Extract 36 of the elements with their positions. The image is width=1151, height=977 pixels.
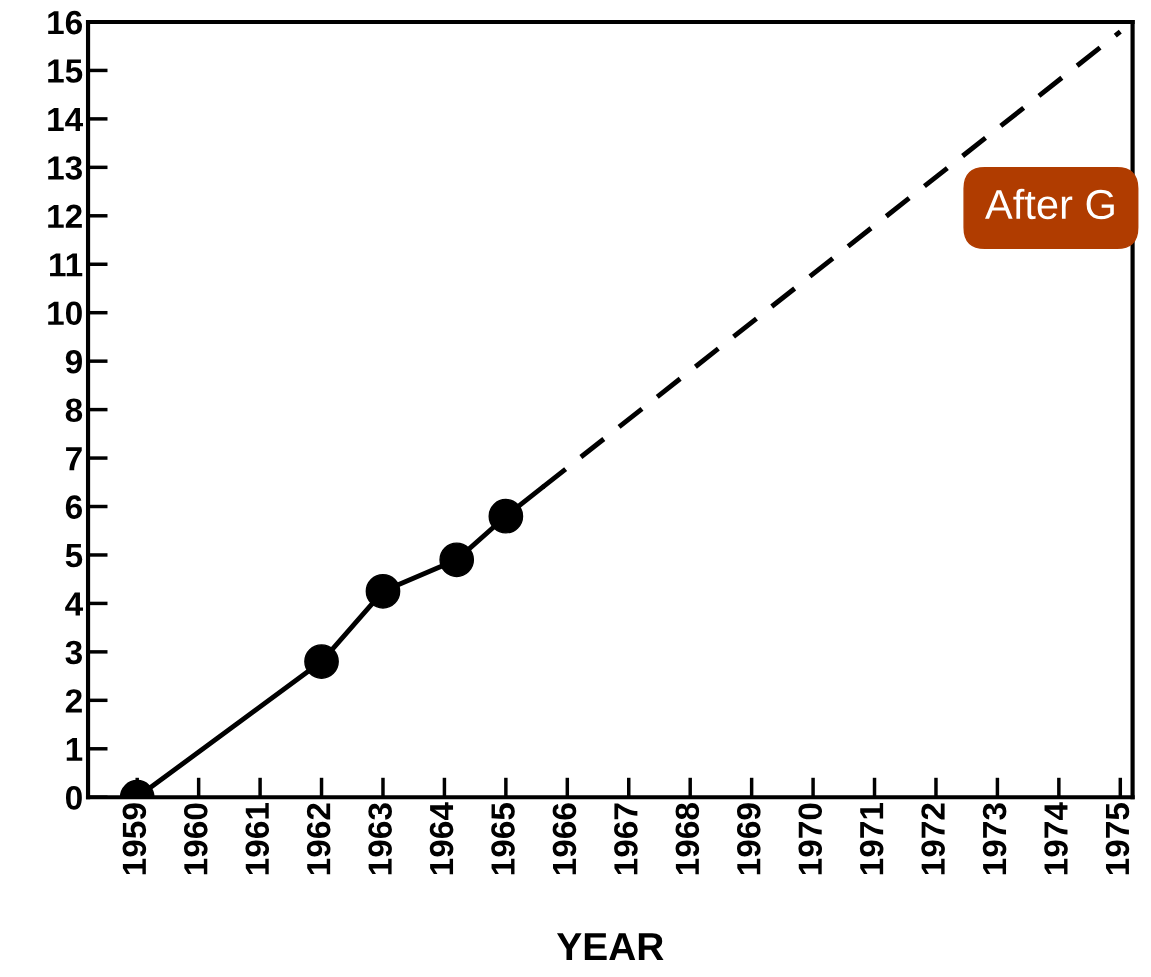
y-tick-label: 9 [65,349,82,374]
y-tick-label: 6 [65,495,82,519]
x-tick-label: 1969 [736,803,761,875]
x-tick-label: 1966 [552,803,577,875]
x-tick-label: 1961 [245,803,270,875]
x-tick-label: 1974 [1044,802,1068,875]
x-tick-label: 1973 [982,803,1007,875]
x-tick-label: 1972 [921,803,945,875]
x-axis-title: YEAR [556,933,664,960]
x-tick-label: 1960 [183,803,208,875]
x-tick-label: 1968 [675,803,700,875]
y-tick-label: 13 [48,156,82,180]
x-tick-label: 1963 [368,803,392,875]
x-tick-label: 1967 [614,803,638,875]
y-tick-label: 10 [48,301,82,326]
x-tick-label: 1964 [429,802,454,875]
y-tick-label: 7 [66,447,82,471]
y-tick-label: 12 [48,204,82,228]
annotation: After G [985,188,1114,220]
y-tick-label: 3 [65,640,82,665]
y-tick-label: 15 [48,59,83,83]
x-tick-label: 1959 [122,803,147,875]
y-tick-label: 0 [65,786,82,810]
y-tick-label: 14 [48,108,84,131]
x-tick-label: 1975 [1105,803,1130,875]
x-tick-label: 1970 [798,803,823,875]
x-tick-label: 1971 [859,803,884,875]
y-tick-label: 5 [65,544,83,568]
y-tick-label: 8 [65,398,83,423]
x-tick-label: 1965 [491,803,515,875]
y-tick-label: 1 [66,737,83,761]
y-tick-label: 2 [65,689,82,713]
y-tick-label: 11 [50,253,83,277]
x-tick-label: 1962 [306,803,331,875]
y-tick-label: 16 [48,10,82,35]
y-tick-label: 4 [65,592,84,616]
